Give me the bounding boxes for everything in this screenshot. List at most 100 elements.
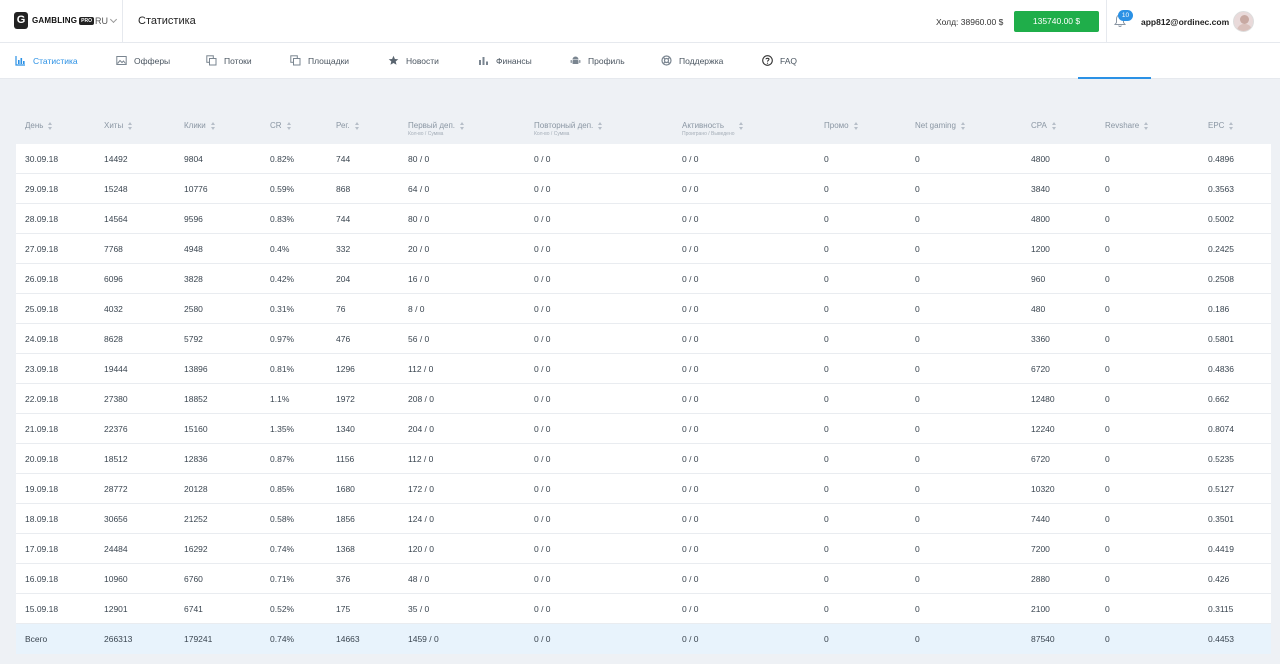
table-cell: 25.09.18 [25, 304, 59, 314]
column-header[interactable]: CPA [1031, 121, 1057, 130]
table-cell: 3360 [1031, 334, 1050, 344]
nav-item-finance[interactable]: Финансы [478, 55, 532, 66]
table-cell: 0 / 0 [682, 364, 699, 374]
table-cell: 960 [1031, 274, 1046, 284]
statistics-table: День Хиты Клики CR Рег. Первый деп. Кол-во / С… [16, 112, 1271, 654]
table-cell: 0 [915, 394, 920, 404]
column-header[interactable]: Повторный деп. Кол-во / Сумма [534, 121, 603, 137]
table-cell: 3828 [184, 274, 203, 284]
sort-icon[interactable] [853, 122, 859, 130]
table-cell: 266313 [104, 634, 133, 644]
avatar[interactable] [1233, 11, 1254, 32]
sort-icon[interactable] [1144, 122, 1149, 130]
table-cell: 1200 [1031, 244, 1050, 254]
sort-icon[interactable] [1051, 122, 1057, 130]
table-cell: 1340 [336, 424, 355, 434]
sort-icon[interactable] [210, 122, 216, 130]
balance-button[interactable]: 135740.00 $ [1014, 11, 1099, 32]
nav-item-support[interactable]: Поддержка [661, 55, 723, 66]
table-cell: 0 / 0 [682, 154, 699, 164]
nav-item-statistics[interactable]: Статистика [15, 55, 78, 66]
table-cell: 20128 [184, 484, 208, 494]
table-cell: 0 [824, 514, 829, 524]
nav-item-faq[interactable]: FAQ [762, 55, 797, 66]
column-header[interactable]: Первый деп. Кол-во / Сумма [408, 121, 465, 137]
language-selector[interactable]: RU [95, 15, 118, 26]
table-cell: 0 [1105, 364, 1110, 374]
column-header[interactable]: EPC [1208, 121, 1234, 130]
sort-icon[interactable] [48, 122, 53, 130]
table-cell: 0 / 0 [534, 364, 551, 374]
table-cell: 120 / 0 [408, 544, 434, 554]
table-cell: 0.4896 [1208, 154, 1234, 164]
column-header[interactable]: Рег. [336, 121, 360, 130]
table-cell: 9596 [184, 214, 203, 224]
bar-chart-icon [15, 56, 25, 66]
table-cell: 0 / 0 [534, 244, 551, 254]
table-cell: 0.4% [270, 244, 290, 254]
table-cell: 0 / 0 [534, 484, 551, 494]
sort-icon[interactable] [286, 122, 292, 130]
table-cell: 0 [824, 214, 829, 224]
table-row: 17.09.18 24484 16292 0.74% 1368 120 / 0 0 / 0 0… [16, 534, 1271, 564]
sort-icon[interactable] [460, 122, 465, 130]
sort-icon[interactable] [354, 122, 360, 130]
user-email[interactable]: app812@ordinec.com [1141, 17, 1230, 27]
table-row: 25.09.18 4032 2580 0.31% 76 8 / 0 0 / 0 0 / 0 0 0… [16, 294, 1271, 324]
nav-item-offers[interactable]: Офферы [116, 55, 170, 66]
column-header[interactable]: Активность Проиграно / Выведено [682, 121, 744, 137]
table-cell: 1856 [336, 514, 355, 524]
table-cell: 0.74% [270, 634, 295, 644]
table-cell: 0 / 0 [534, 544, 551, 554]
table-cell: 22376 [104, 424, 128, 434]
nav-label: Статистика [33, 55, 78, 66]
column-header[interactable]: Revshare [1105, 121, 1149, 130]
table-cell: 0 / 0 [682, 424, 699, 434]
table-cell: 1972 [336, 394, 355, 404]
table-cell: 13896 [184, 364, 208, 374]
column-header-label: Хиты [104, 121, 124, 130]
nav-item-news[interactable]: Новости [388, 55, 439, 66]
table-cell: 112 / 0 [408, 364, 434, 374]
table-cell: 12836 [184, 454, 208, 464]
sort-icon[interactable] [1229, 122, 1234, 130]
hold-amount: Холд: 38960.00 $ [936, 17, 1004, 27]
column-header[interactable]: Хиты [104, 121, 133, 130]
table-cell: 0.5235 [1208, 454, 1234, 464]
column-header-label: CPA [1031, 121, 1047, 130]
table-cell: 12480 [1031, 394, 1055, 404]
column-header[interactable]: День [25, 121, 53, 130]
column-header-label: Активность [682, 121, 725, 130]
sort-icon[interactable] [128, 122, 133, 130]
column-header-label: EPC [1208, 121, 1225, 130]
logo-text: GAMBLING [32, 16, 78, 25]
table-cell: 868 [336, 184, 351, 194]
column-header[interactable]: Клики [184, 121, 216, 130]
top-bar: G GAMBLING PRO RU Статистика Холд: 38960… [0, 0, 1280, 43]
table-cell: 0 [915, 574, 920, 584]
table-cell: 0 [1105, 634, 1110, 644]
column-header[interactable]: Промо [824, 121, 859, 130]
table-cell: 0 [1105, 304, 1110, 314]
sort-icon[interactable] [598, 122, 603, 130]
table-cell: 0 / 0 [534, 574, 551, 584]
table-cell: 0 [915, 214, 920, 224]
table-cell: 0 / 0 [534, 184, 551, 194]
table-cell: 0 / 0 [682, 634, 699, 644]
table-cell: 4800 [1031, 214, 1050, 224]
nav-item-streams[interactable]: Потоки [206, 55, 252, 66]
table-cell: 29.09.18 [25, 184, 59, 194]
column-header[interactable]: CR [270, 121, 292, 130]
logo[interactable]: G GAMBLING PRO [14, 12, 94, 29]
table-cell: 16.09.18 [25, 574, 59, 584]
nav-item-platforms[interactable]: Площадки [290, 55, 349, 66]
table-cell: 48 / 0 [408, 574, 430, 584]
sort-icon[interactable] [739, 122, 744, 130]
sort-icon[interactable] [960, 122, 966, 130]
table-cell: 3840 [1031, 184, 1050, 194]
table-cell: 12901 [104, 604, 128, 614]
nav-item-profile[interactable]: Профиль [570, 55, 625, 66]
table-cell: 76 [336, 304, 346, 314]
column-header[interactable]: Net gaming [915, 121, 966, 130]
table-cell: 1368 [336, 544, 355, 554]
